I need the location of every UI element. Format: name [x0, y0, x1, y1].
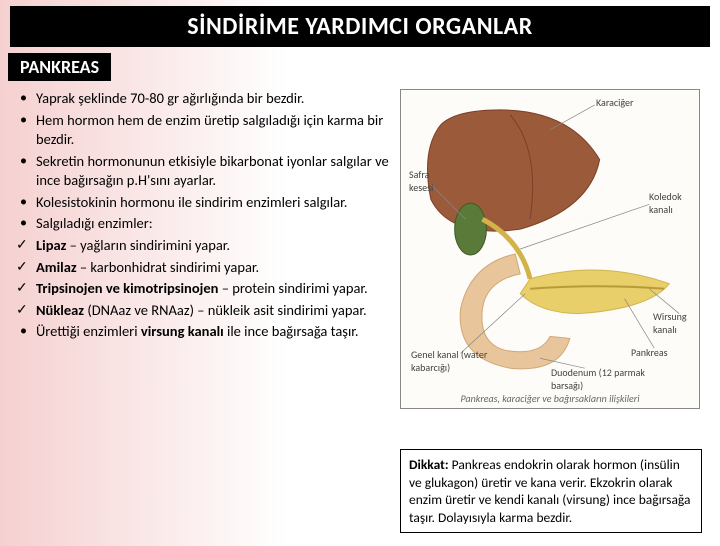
figure-column: Karaciğer Safra kesesi Koledok kanalı Wi… — [400, 89, 710, 533]
list-item: Amilaz – karbonhidrat sindirimi yapar. — [10, 258, 392, 278]
anatomy-figure: Karaciğer Safra kesesi Koledok kanalı Wi… — [400, 89, 700, 409]
label-duodenum: Duodenum (12 parmak barsağı) — [551, 366, 661, 392]
bullet-list: Yaprak şeklinde 70-80 gr ağırlığında bir… — [10, 89, 392, 342]
list-item: Ürettiği enzimleri virsung kanalı ile in… — [10, 322, 392, 342]
list-item: Tripsinojen ve kimotripsinojen – protein… — [10, 279, 392, 299]
list-item: Salgıladığı enzimler: — [10, 214, 392, 234]
section-label: PANKREAS — [8, 53, 111, 81]
label-koledok: Koledok kanalı — [649, 190, 697, 216]
list-item: Kolesistokinin hormonu ile sindirim enzi… — [10, 193, 392, 213]
content-row: Yaprak şeklinde 70-80 gr ağırlığında bir… — [0, 89, 720, 533]
note-label: Dikkat: — [409, 456, 449, 473]
label-safra: Safra kesesi — [409, 168, 449, 194]
label-genel: Genel kanal (water kabarcığı) — [411, 348, 501, 374]
page-title: SİNDİRİME YARDIMCI ORGANLAR — [10, 6, 710, 47]
list-item: Yaprak şeklinde 70-80 gr ağırlığında bir… — [10, 89, 392, 109]
figure-caption: Pankreas, karaciğer ve bağırsakların ili… — [401, 392, 699, 405]
label-wirsung: Wirsung kanalı — [653, 310, 699, 336]
label-karaciger: Karaciğer — [596, 96, 634, 109]
label-pankreas: Pankreas — [631, 346, 668, 359]
list-item: Hem hormon hem de enzim üretip salgıladı… — [10, 111, 392, 150]
note-text: Pankreas endokrin olarak hormon (insülin… — [409, 456, 691, 526]
list-item: Lipaz – yağların sindirimini yapar. — [10, 236, 392, 256]
list-item: Sekretin hormonunun etkisiyle bikarbonat… — [10, 152, 392, 191]
note-box: Dikkat: Pankreas endokrin olarak hormon … — [400, 449, 702, 533]
list-item: Nükleaz (DNAaz ve RNAaz) – nükleik asit … — [10, 301, 392, 321]
bullet-list-container: Yaprak şeklinde 70-80 gr ağırlığında bir… — [0, 89, 400, 533]
